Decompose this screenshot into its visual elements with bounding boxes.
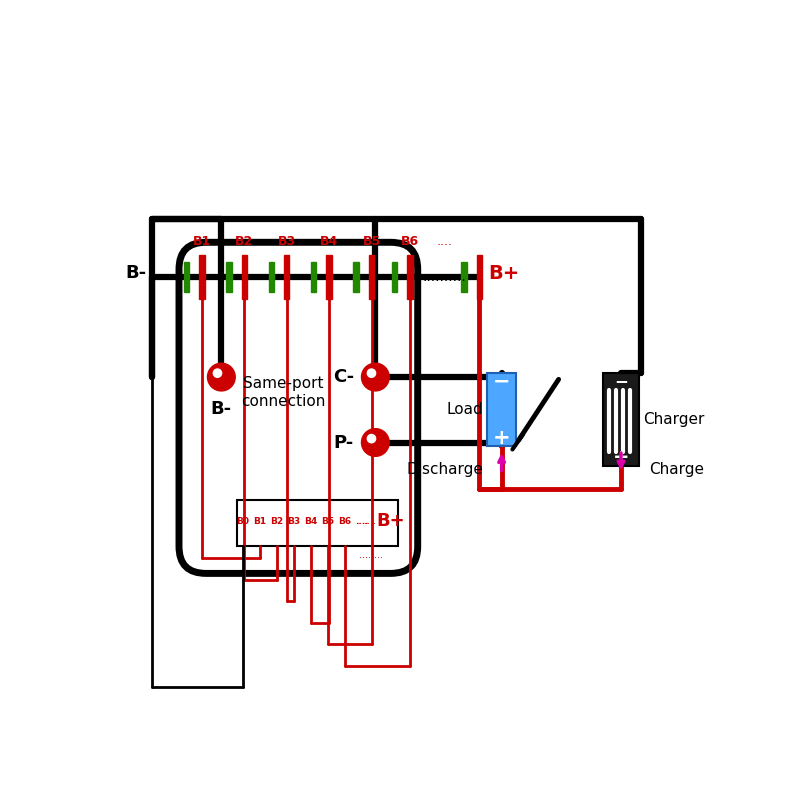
Bar: [311, 262, 317, 291]
Text: B5: B5: [362, 235, 381, 249]
Text: B1: B1: [254, 517, 266, 526]
Circle shape: [367, 369, 376, 378]
Text: P-: P-: [334, 434, 354, 451]
Text: B-: B-: [210, 400, 232, 418]
Text: C-: C-: [333, 368, 354, 386]
Text: B-: B-: [126, 264, 146, 282]
Bar: [326, 254, 332, 299]
Text: B+: B+: [489, 264, 520, 282]
Text: B0: B0: [237, 517, 250, 526]
Text: Same-port
connection: Same-port connection: [241, 376, 325, 409]
Text: −: −: [493, 372, 510, 392]
Text: +: +: [613, 448, 630, 467]
Circle shape: [367, 434, 376, 442]
Bar: [369, 254, 374, 299]
Text: Discharge: Discharge: [406, 462, 483, 477]
Circle shape: [362, 363, 390, 391]
Text: ....: ....: [437, 235, 453, 249]
Circle shape: [362, 429, 390, 456]
Text: ....: ....: [364, 516, 376, 526]
Text: B3: B3: [278, 235, 296, 249]
Bar: [199, 254, 205, 299]
Text: Load: Load: [446, 402, 483, 418]
Bar: [226, 262, 232, 291]
Bar: [284, 254, 290, 299]
FancyBboxPatch shape: [179, 242, 418, 574]
Text: B3: B3: [287, 517, 300, 526]
Text: B6: B6: [401, 235, 419, 249]
Bar: [462, 262, 466, 291]
Bar: [242, 254, 247, 299]
Text: ....: ....: [354, 517, 368, 526]
Text: Charge: Charge: [649, 462, 704, 477]
Text: B4: B4: [320, 235, 338, 249]
Text: −: −: [614, 372, 628, 390]
Text: B4: B4: [304, 517, 318, 526]
Bar: [354, 262, 358, 291]
Bar: [602, 373, 639, 466]
Text: ........: ........: [359, 550, 383, 560]
Text: B2: B2: [235, 235, 254, 249]
Text: B+: B+: [377, 512, 405, 530]
Bar: [477, 254, 482, 299]
Circle shape: [207, 363, 235, 391]
Circle shape: [214, 369, 222, 378]
Text: ..........: ..........: [422, 270, 466, 284]
Bar: [237, 500, 398, 546]
Bar: [184, 262, 190, 291]
Text: B2: B2: [270, 517, 283, 526]
Text: B5: B5: [321, 517, 334, 526]
Text: Charger: Charger: [643, 412, 705, 427]
Bar: [269, 262, 274, 291]
Bar: [407, 254, 413, 299]
Text: +: +: [493, 428, 510, 448]
Text: B6: B6: [338, 517, 351, 526]
Text: B1: B1: [193, 235, 211, 249]
Bar: [487, 373, 516, 446]
Bar: [392, 262, 398, 291]
